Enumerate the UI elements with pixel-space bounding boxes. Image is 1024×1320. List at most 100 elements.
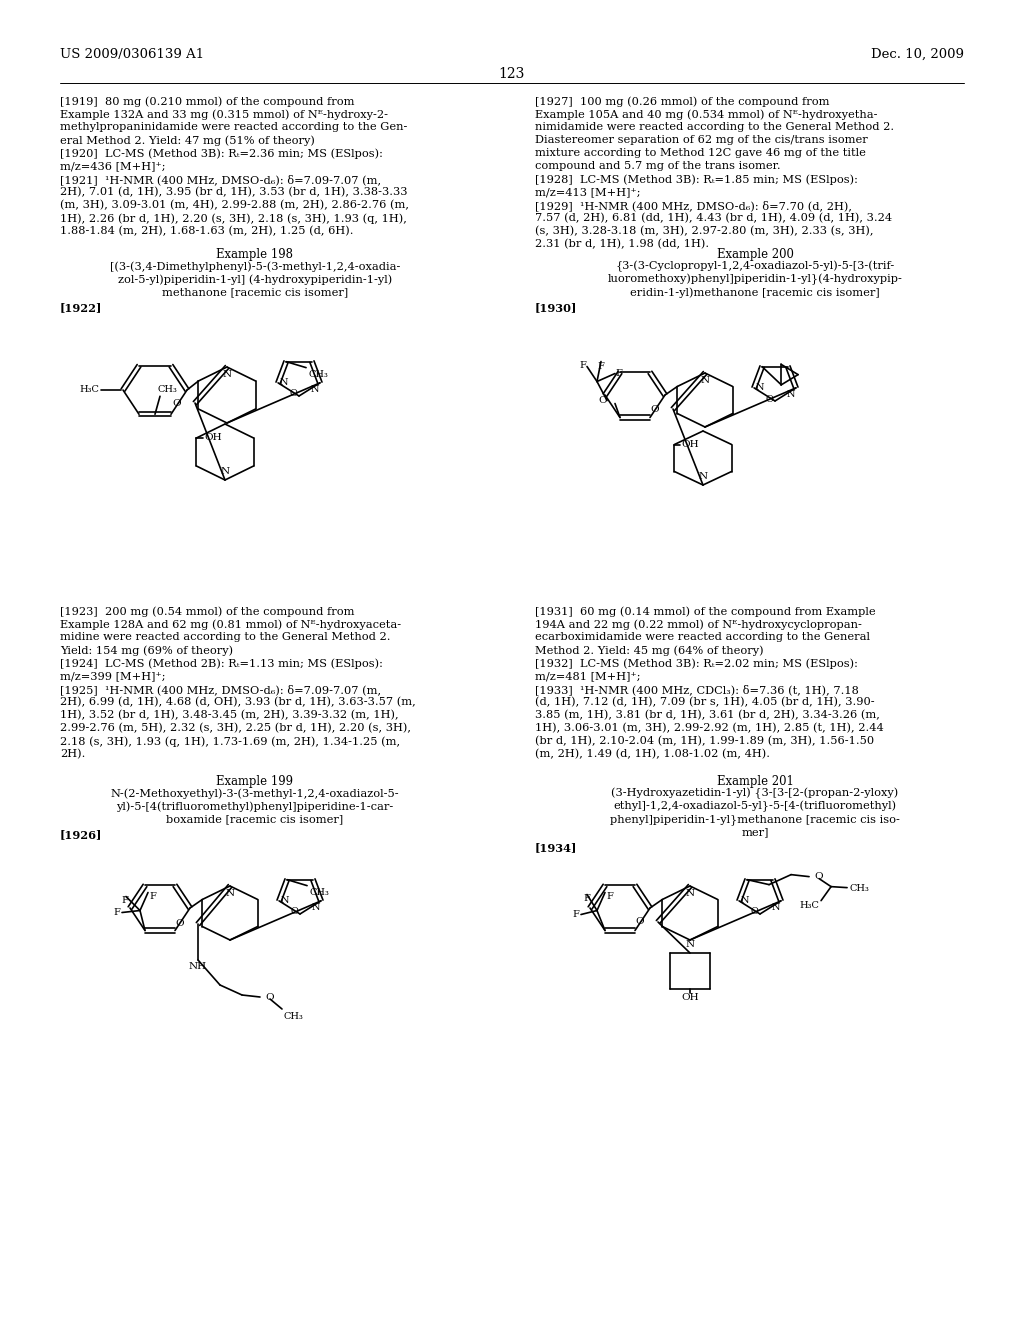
Text: (br d, 1H), 2.10-2.04 (m, 1H), 1.99-1.89 (m, 3H), 1.56-1.50: (br d, 1H), 2.10-2.04 (m, 1H), 1.99-1.89… bbox=[535, 737, 874, 746]
Text: Diastereomer separation of 62 mg of the cis/trans isomer: Diastereomer separation of 62 mg of the … bbox=[535, 135, 867, 145]
Text: phenyl]piperidin-1-yl}methanone [racemic cis iso-: phenyl]piperidin-1-yl}methanone [racemic… bbox=[610, 814, 900, 825]
Text: O: O bbox=[751, 908, 758, 916]
Text: Example 200: Example 200 bbox=[717, 248, 794, 261]
Text: ethyl]-1,2,4-oxadiazol-5-yl}-5-[4-(trifluoromethyl): ethyl]-1,2,4-oxadiazol-5-yl}-5-[4-(trifl… bbox=[613, 801, 897, 812]
Text: Example 201: Example 201 bbox=[717, 775, 794, 788]
Text: F: F bbox=[150, 891, 156, 900]
Text: N: N bbox=[310, 385, 318, 393]
Text: [1928]  LC-MS (Method 3B): Rₜ=1.85 min; MS (ESlpos):: [1928] LC-MS (Method 3B): Rₜ=1.85 min; M… bbox=[535, 174, 858, 185]
Text: Example 128A and 62 mg (0.81 mmol) of Nᴱ-hydroxyaceta-: Example 128A and 62 mg (0.81 mmol) of Nᴱ… bbox=[60, 619, 401, 630]
Text: 2H).: 2H). bbox=[60, 748, 85, 759]
Text: N: N bbox=[698, 473, 708, 480]
Text: (s, 3H), 3.28-3.18 (m, 3H), 2.97-2.80 (m, 3H), 2.33 (s, 3H),: (s, 3H), 3.28-3.18 (m, 3H), 2.97-2.80 (m… bbox=[535, 226, 873, 236]
Text: CH₃: CH₃ bbox=[309, 887, 329, 896]
Text: Yield: 154 mg (69% of theory): Yield: 154 mg (69% of theory) bbox=[60, 645, 233, 656]
Text: N: N bbox=[741, 896, 750, 906]
Text: OH: OH bbox=[681, 993, 698, 1002]
Text: F: F bbox=[584, 894, 591, 903]
Text: boxamide [racemic cis isomer]: boxamide [racemic cis isomer] bbox=[166, 814, 344, 824]
Text: N: N bbox=[685, 888, 694, 898]
Text: 2.31 (br d, 1H), 1.98 (dd, 1H).: 2.31 (br d, 1H), 1.98 (dd, 1H). bbox=[535, 239, 710, 249]
Text: [1927]  100 mg (0.26 mmol) of the compound from: [1927] 100 mg (0.26 mmol) of the compoun… bbox=[535, 96, 829, 107]
Text: 1H), 3.52 (br d, 1H), 3.48-3.45 (m, 2H), 3.39-3.32 (m, 1H),: 1H), 3.52 (br d, 1H), 3.48-3.45 (m, 2H),… bbox=[60, 710, 398, 721]
Text: O: O bbox=[765, 395, 773, 404]
Text: N: N bbox=[700, 376, 710, 385]
Text: [1932]  LC-MS (Method 3B): Rₜ=2.02 min; MS (ESlpos):: [1932] LC-MS (Method 3B): Rₜ=2.02 min; M… bbox=[535, 657, 858, 668]
Text: m/z=413 [M+H]⁺;: m/z=413 [M+H]⁺; bbox=[535, 187, 640, 197]
Text: [1934]: [1934] bbox=[535, 842, 578, 853]
Text: midine were reacted according to the General Method 2.: midine were reacted according to the Gen… bbox=[60, 632, 390, 642]
Text: [1931]  60 mg (0.14 mmol) of the compound from Example: [1931] 60 mg (0.14 mmol) of the compound… bbox=[535, 606, 876, 616]
Text: N: N bbox=[222, 370, 231, 379]
Text: (d, 1H), 7.12 (d, 1H), 7.09 (br s, 1H), 4.05 (br d, 1H), 3.90-: (d, 1H), 7.12 (d, 1H), 7.09 (br s, 1H), … bbox=[535, 697, 874, 708]
Text: methanone [racemic cis isomer]: methanone [racemic cis isomer] bbox=[162, 286, 348, 297]
Text: [1921]  ¹H-NMR (400 MHz, DMSO-d₆): δ=7.09-7.07 (m,: [1921] ¹H-NMR (400 MHz, DMSO-d₆): δ=7.09… bbox=[60, 174, 381, 185]
Text: [1929]  ¹H-NMR (400 MHz, DMSO-d₆): δ=7.70 (d, 2H),: [1929] ¹H-NMR (400 MHz, DMSO-d₆): δ=7.70… bbox=[535, 201, 852, 211]
Text: CH₃: CH₃ bbox=[308, 370, 328, 379]
Text: Example 105A and 40 mg (0.534 mmol) of Nᴱ-hydroxyetha-: Example 105A and 40 mg (0.534 mmol) of N… bbox=[535, 110, 878, 120]
Text: mer]: mer] bbox=[741, 828, 769, 837]
Text: N: N bbox=[771, 903, 780, 912]
Text: Example 199: Example 199 bbox=[216, 775, 294, 788]
Text: [1926]: [1926] bbox=[60, 829, 102, 840]
Text: F: F bbox=[606, 891, 613, 900]
Text: yl)-5-[4(trifluoromethyl)phenyl]piperidine-1-car-: yl)-5-[4(trifluoromethyl)phenyl]piperidi… bbox=[117, 801, 393, 812]
Text: O: O bbox=[814, 873, 822, 882]
Text: OH: OH bbox=[681, 440, 699, 449]
Text: 1H), 2.26 (br d, 1H), 2.20 (s, 3H), 2.18 (s, 3H), 1.93 (q, 1H),: 1H), 2.26 (br d, 1H), 2.20 (s, 3H), 2.18… bbox=[60, 213, 407, 223]
Text: [1922]: [1922] bbox=[60, 302, 102, 313]
Text: Example 132A and 33 mg (0.315 mmol) of Nᴱ-hydroxy-2-: Example 132A and 33 mg (0.315 mmol) of N… bbox=[60, 110, 388, 120]
Text: CH₃: CH₃ bbox=[849, 884, 869, 894]
Text: 2.99-2.76 (m, 5H), 2.32 (s, 3H), 2.25 (br d, 1H), 2.20 (s, 3H),: 2.99-2.76 (m, 5H), 2.32 (s, 3H), 2.25 (b… bbox=[60, 723, 411, 734]
Text: CH₃: CH₃ bbox=[284, 1012, 304, 1020]
Text: F: F bbox=[615, 370, 622, 378]
Text: 2.18 (s, 3H), 1.93 (q, 1H), 1.73-1.69 (m, 2H), 1.34-1.25 (m,: 2.18 (s, 3H), 1.93 (q, 1H), 1.73-1.69 (m… bbox=[60, 737, 400, 747]
Text: nimidamide were reacted according to the General Method 2.: nimidamide were reacted according to the… bbox=[535, 121, 894, 132]
Text: F: F bbox=[113, 908, 120, 917]
Text: N: N bbox=[756, 383, 765, 392]
Text: Example 198: Example 198 bbox=[216, 248, 294, 261]
Text: OH: OH bbox=[205, 433, 222, 442]
Text: US 2009/0306139 A1: US 2009/0306139 A1 bbox=[60, 48, 204, 61]
Text: NH: NH bbox=[189, 962, 207, 972]
Text: 194A and 22 mg (0.22 mmol) of Nᴱ-hydroxycyclopropan-: 194A and 22 mg (0.22 mmol) of Nᴱ-hydroxy… bbox=[535, 619, 862, 630]
Text: N-(2-Methoxyethyl)-3-(3-methyl-1,2,4-oxadiazol-5-: N-(2-Methoxyethyl)-3-(3-methyl-1,2,4-oxa… bbox=[111, 788, 399, 799]
Text: 3.85 (m, 1H), 3.81 (br d, 1H), 3.61 (br d, 2H), 3.34-3.26 (m,: 3.85 (m, 1H), 3.81 (br d, 1H), 3.61 (br … bbox=[535, 710, 880, 721]
Text: CH₃: CH₃ bbox=[158, 385, 178, 395]
Text: 123: 123 bbox=[499, 67, 525, 81]
Text: F: F bbox=[598, 362, 604, 371]
Text: methylpropaninidamide were reacted according to the Gen-: methylpropaninidamide were reacted accor… bbox=[60, 121, 408, 132]
Text: compound and 5.7 mg of the trans isomer.: compound and 5.7 mg of the trans isomer. bbox=[535, 161, 780, 172]
Text: eridin-1-yl)methanone [racemic cis isomer]: eridin-1-yl)methanone [racemic cis isome… bbox=[630, 286, 880, 297]
Text: N: N bbox=[311, 903, 319, 912]
Text: [1933]  ¹H-NMR (400 MHz, CDCl₃): δ=7.36 (t, 1H), 7.18: [1933] ¹H-NMR (400 MHz, CDCl₃): δ=7.36 (… bbox=[535, 684, 859, 694]
Text: N: N bbox=[685, 940, 694, 949]
Text: ecarboximidamide were reacted according to the General: ecarboximidamide were reacted according … bbox=[535, 632, 870, 642]
Text: (3-Hydroxyazetidin-1-yl) {3-[3-[2-(propan-2-yloxy): (3-Hydroxyazetidin-1-yl) {3-[3-[2-(propa… bbox=[611, 788, 899, 800]
Text: O: O bbox=[172, 399, 181, 408]
Text: O: O bbox=[650, 404, 659, 413]
Text: m/z=436 [M+H]⁺;: m/z=436 [M+H]⁺; bbox=[60, 161, 166, 172]
Text: O: O bbox=[635, 917, 644, 927]
Text: [1923]  200 mg (0.54 mmol) of the compound from: [1923] 200 mg (0.54 mmol) of the compoun… bbox=[60, 606, 354, 616]
Text: m/z=399 [M+H]⁺;: m/z=399 [M+H]⁺; bbox=[60, 671, 166, 681]
Text: m/z=481 [M+H]⁺;: m/z=481 [M+H]⁺; bbox=[535, 671, 640, 681]
Text: (m, 2H), 1.49 (d, 1H), 1.08-1.02 (m, 4H).: (m, 2H), 1.49 (d, 1H), 1.08-1.02 (m, 4H)… bbox=[535, 748, 770, 759]
Text: N: N bbox=[786, 389, 795, 399]
Text: eral Method 2. Yield: 47 mg (51% of theory): eral Method 2. Yield: 47 mg (51% of theo… bbox=[60, 135, 314, 145]
Text: 2H), 6.99 (d, 1H), 4.68 (d, OH), 3.93 (br d, 1H), 3.63-3.57 (m,: 2H), 6.99 (d, 1H), 4.68 (d, OH), 3.93 (b… bbox=[60, 697, 416, 708]
Text: O: O bbox=[175, 920, 184, 928]
Text: O: O bbox=[265, 993, 273, 1002]
Text: 1.88-1.84 (m, 2H), 1.68-1.63 (m, 2H), 1.25 (d, 6H).: 1.88-1.84 (m, 2H), 1.68-1.63 (m, 2H), 1.… bbox=[60, 226, 353, 236]
Text: 7.57 (d, 2H), 6.81 (dd, 1H), 4.43 (br d, 1H), 4.09 (d, 1H), 3.24: 7.57 (d, 2H), 6.81 (dd, 1H), 4.43 (br d,… bbox=[535, 213, 892, 223]
Text: 1H), 3.06-3.01 (m, 3H), 2.99-2.92 (m, 1H), 2.85 (t, 1H), 2.44: 1H), 3.06-3.01 (m, 3H), 2.99-2.92 (m, 1H… bbox=[535, 723, 884, 734]
Text: mixture according to Method 12C gave 46 mg of the title: mixture according to Method 12C gave 46 … bbox=[535, 148, 866, 158]
Text: [1919]  80 mg (0.210 mmol) of the compound from: [1919] 80 mg (0.210 mmol) of the compoun… bbox=[60, 96, 354, 107]
Text: N: N bbox=[281, 379, 289, 387]
Text: [(3-(3,4-Dimethylphenyl)-5-(3-methyl-1,2,4-oxadia-: [(3-(3,4-Dimethylphenyl)-5-(3-methyl-1,2… bbox=[110, 261, 400, 272]
Text: [1925]  ¹H-NMR (400 MHz, DMSO-d₆): δ=7.09-7.07 (m,: [1925] ¹H-NMR (400 MHz, DMSO-d₆): δ=7.09… bbox=[60, 684, 381, 694]
Text: (m, 3H), 3.09-3.01 (m, 4H), 2.99-2.88 (m, 2H), 2.86-2.76 (m,: (m, 3H), 3.09-3.01 (m, 4H), 2.99-2.88 (m… bbox=[60, 201, 409, 210]
Text: Method 2. Yield: 45 mg (64% of theory): Method 2. Yield: 45 mg (64% of theory) bbox=[535, 645, 764, 656]
Text: H₃C: H₃C bbox=[79, 385, 99, 395]
Text: F: F bbox=[572, 909, 579, 919]
